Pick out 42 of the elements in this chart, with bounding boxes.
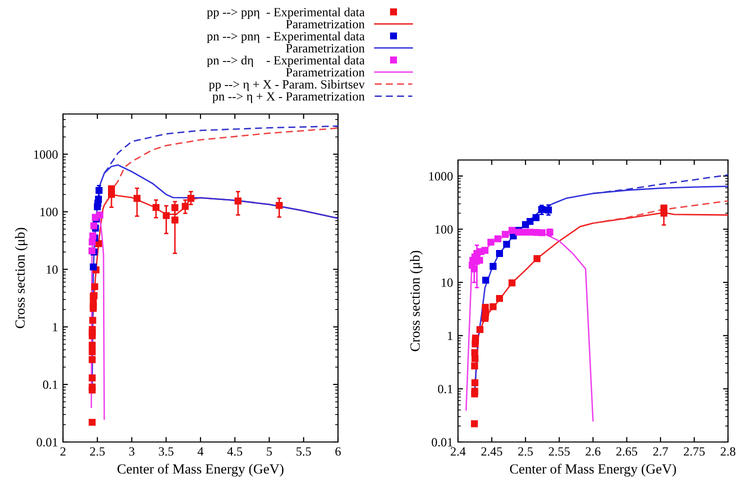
x-tick-label: 4 (198, 447, 204, 456)
x-tick-label: 2.75 (684, 447, 705, 456)
y-tick-label: 0.01 (432, 438, 452, 447)
x-tick-label: 2.5 (518, 447, 533, 456)
legend-label: pn --> dη - Experimental data (207, 56, 365, 68)
y-tick-label: 0.1 (42, 380, 58, 389)
x-tick-label: 2.4 (450, 447, 466, 456)
y-axis-title: Cross section (μb) (410, 250, 423, 352)
x-tick-label: 3.5 (158, 447, 174, 456)
legend-label: pn --> η + X - Parametrization (212, 92, 365, 104)
x-tick-label: 2.45 (481, 447, 502, 456)
x-tick-label: 2.6 (586, 447, 600, 456)
x-tick-label: 2 (60, 447, 66, 456)
y-axis-title: Cross section (μb) (14, 228, 28, 328)
y-tick-label: 100 (435, 225, 453, 234)
y-tick-label: 1000 (34, 150, 58, 159)
x-tick-label: 3 (129, 447, 134, 456)
y-tick-label: 100 (40, 208, 58, 216)
x-tick-label: 5 (266, 447, 272, 456)
legend-label: pp --> η + X - Param. Sibirtsev (208, 80, 365, 92)
legend-label: Parametrization (286, 68, 365, 77)
y-tick-label: 1000 (429, 172, 453, 180)
legend-label: Parametrization (286, 20, 365, 28)
y-tick-label: 10 (442, 278, 453, 287)
y-tick-label: 0.01 (36, 438, 58, 447)
x-tick-label: 2.8 (720, 447, 736, 456)
y-tick-label: 0.1 (438, 384, 452, 394)
legend-label: pp --> ppη - Experimental data (207, 8, 365, 19)
x-axis-title: Center of Mass Energy (GeV) (510, 464, 676, 477)
y-tick-label: 1 (52, 322, 58, 332)
y-tick-label: 1 (448, 332, 452, 340)
x-tick-label: 2.65 (616, 447, 638, 456)
legend-label: pn --> pnη - Experimental data (207, 32, 365, 43)
x-axis-title: Center of Mass Energy (GeV) (118, 464, 284, 477)
legend-label: Parametrization (286, 44, 365, 52)
y-tick-label: 10 (46, 265, 58, 274)
x-tick-label: 6 (335, 447, 341, 456)
x-tick-label: 2.7 (653, 447, 668, 456)
x-tick-label: 2.55 (548, 447, 570, 456)
x-tick-label: 4.5 (227, 447, 242, 456)
x-tick-label: 5.5 (296, 447, 311, 456)
x-tick-label: 2.5 (90, 447, 105, 456)
